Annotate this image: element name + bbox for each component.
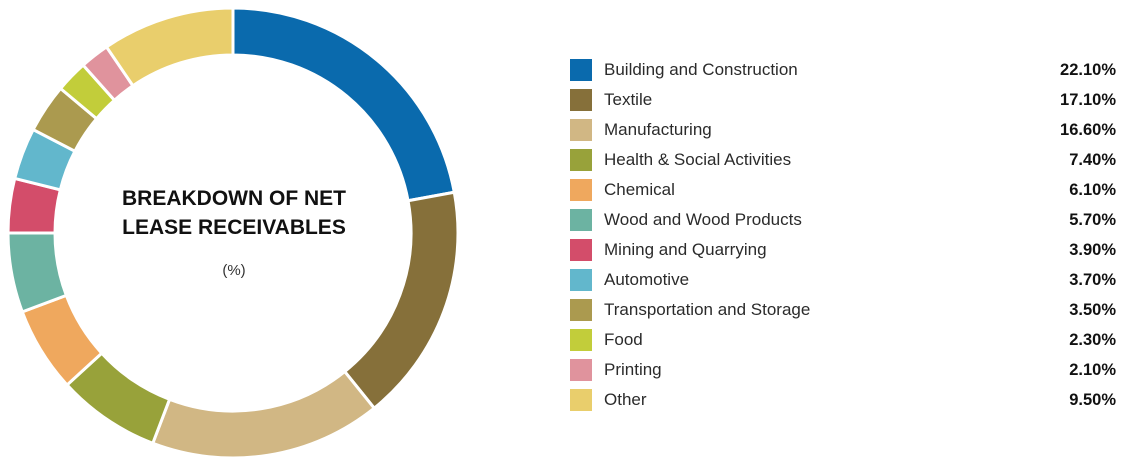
legend-swatch bbox=[570, 209, 592, 231]
legend-item-wood-and-wood-products: Wood and Wood Products 5.70% bbox=[570, 205, 1120, 235]
legend-label: Food bbox=[604, 330, 643, 349]
legend-value: 2.30% bbox=[1069, 330, 1116, 349]
legend-value: 16.60% bbox=[1060, 120, 1116, 139]
legend-swatch bbox=[570, 329, 592, 351]
legend-item-other: Other 9.50% bbox=[570, 385, 1120, 415]
legend-value: 3.90% bbox=[1069, 240, 1116, 259]
legend-value: 6.10% bbox=[1069, 180, 1116, 199]
legend-item-manufacturing: Manufacturing 16.60% bbox=[570, 115, 1120, 145]
legend-swatch bbox=[570, 119, 592, 141]
legend-label: Textile bbox=[604, 90, 653, 109]
legend-value: 2.10% bbox=[1069, 360, 1116, 379]
chart-title: BREAKDOWN OF NET LEASE RECEIVABLES bbox=[122, 187, 346, 239]
legend-label: Health & Social Activities bbox=[604, 150, 792, 169]
legend-value: 7.40% bbox=[1069, 150, 1116, 169]
donut-slice-manufacturing bbox=[150, 369, 377, 457]
legend-swatch bbox=[570, 239, 592, 261]
legend-swatch bbox=[570, 59, 592, 81]
chart-legend: Building and Construction 22.10% Textile… bbox=[570, 55, 1120, 415]
legend-item-transportation-and-storage: Transportation and Storage 3.50% bbox=[570, 295, 1120, 325]
legend-label: Mining and Quarrying bbox=[604, 240, 767, 259]
legend-swatch bbox=[570, 269, 592, 291]
legend-swatch bbox=[570, 179, 592, 201]
legend-item-building-and-construction: Building and Construction 22.10% bbox=[570, 55, 1120, 85]
legend-label: Wood and Wood Products bbox=[604, 210, 802, 229]
legend-swatch bbox=[570, 299, 592, 321]
legend-item-food: Food 2.30% bbox=[570, 325, 1120, 355]
legend-value: 17.10% bbox=[1060, 90, 1116, 109]
legend-value: 3.50% bbox=[1069, 300, 1116, 319]
legend-item-textile: Textile 17.10% bbox=[570, 85, 1120, 115]
legend-label: Transportation and Storage bbox=[604, 300, 811, 319]
donut-slice-building-and-construction bbox=[231, 6, 457, 203]
legend-label: Automotive bbox=[604, 270, 690, 289]
legend-label: Building and Construction bbox=[604, 60, 798, 79]
legend-value: 5.70% bbox=[1069, 210, 1116, 229]
legend-swatch bbox=[570, 389, 592, 411]
donut-slice-other bbox=[104, 6, 235, 88]
legend-value: 3.70% bbox=[1069, 270, 1116, 289]
legend-label: Other bbox=[604, 390, 647, 409]
legend-swatch bbox=[570, 359, 592, 381]
legend-label: Chemical bbox=[604, 180, 675, 199]
legend-item-mining-and-quarrying: Mining and Quarrying 3.90% bbox=[570, 235, 1120, 265]
legend-swatch bbox=[570, 149, 592, 171]
legend-value: 9.50% bbox=[1069, 390, 1116, 409]
donut-slice-wood-and-wood-products bbox=[6, 231, 69, 314]
legend-label: Printing bbox=[604, 360, 662, 379]
legend-item-automotive: Automotive 3.70% bbox=[570, 265, 1120, 295]
legend-item-health-and-social-activities: Health & Social Activities 7.40% bbox=[570, 145, 1120, 175]
chart-unit: (%) bbox=[222, 262, 246, 279]
legend-label: Manufacturing bbox=[604, 120, 712, 139]
legend-item-chemical: Chemical 6.10% bbox=[570, 175, 1120, 205]
legend-value: 22.10% bbox=[1060, 60, 1116, 79]
donut-chart bbox=[6, 6, 460, 457]
legend-item-printing: Printing 2.10% bbox=[570, 355, 1120, 385]
legend-swatch bbox=[570, 89, 592, 111]
